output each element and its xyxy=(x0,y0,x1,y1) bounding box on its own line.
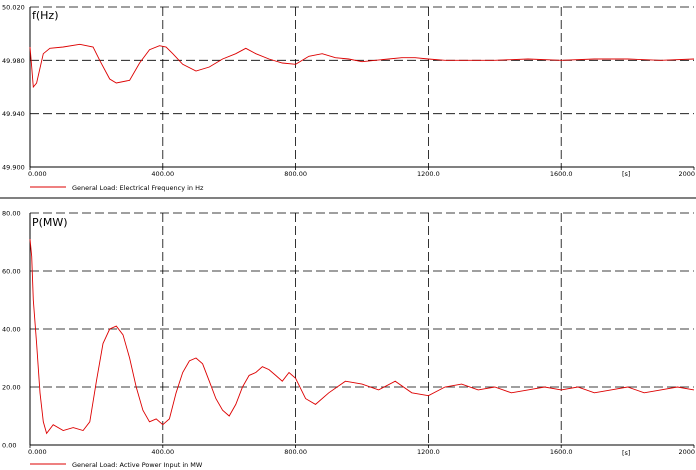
power-x-unit-label: [s] xyxy=(622,449,630,457)
power-x-tick-label: 1200.0 xyxy=(417,448,440,456)
frequency-y-tick-label: 50.020 xyxy=(2,4,25,12)
power-grid xyxy=(30,212,694,445)
power-x-tick-label: 1600.0 xyxy=(550,448,573,456)
frequency-y-tick-label: 49.980 xyxy=(2,57,25,65)
power-x-tick-label: 800.00 xyxy=(284,448,307,456)
power-y-tick-label: 80.00 xyxy=(2,210,21,218)
frequency-y-tick-label: 49.940 xyxy=(2,110,25,118)
frequency-y-ticks: 49.900 49.940 49.980 50.020 xyxy=(2,4,25,172)
power-x-ticks: 0.000 400.00 800.00 1200.0 1600.0 2000 xyxy=(28,445,695,456)
frequency-x-ticks: 0.000 400.00 800.00 1200.0 1600.0 2000 xyxy=(28,167,695,178)
frequency-x-tick-label: 2000 xyxy=(678,170,695,178)
power-x-tick-label: 400.00 xyxy=(151,448,174,456)
power-y-tick-label: 20.00 xyxy=(2,384,21,392)
frequency-series-line xyxy=(29,43,695,89)
frequency-grid xyxy=(30,6,694,167)
frequency-legend: General Load: Electrical Frequency in Hz xyxy=(30,184,204,192)
power-chart: 0.00 20.00 40.00 60.00 80.00 0.000 400.00 800.… xyxy=(2,210,695,470)
power-legend-label: General Load: Active Power Input in MW xyxy=(72,461,203,469)
power-y-ticks: 0.00 20.00 40.00 60.00 80.00 xyxy=(2,210,21,450)
frequency-legend-label: General Load: Electrical Frequency in Hz xyxy=(72,184,204,192)
power-y-tick-label: 0.00 xyxy=(2,442,16,450)
power-series-line xyxy=(29,239,695,435)
frequency-x-unit-label: [s] xyxy=(622,170,630,178)
frequency-x-tick-label: 0.000 xyxy=(28,170,47,178)
frequency-chart: 49.900 49.940 49.980 50.020 0.000 400.00 800.… xyxy=(2,4,695,193)
power-axis-label: P(MW) xyxy=(32,216,68,229)
frequency-y-tick-label: 49.900 xyxy=(2,164,25,172)
power-y-tick-label: 40.00 xyxy=(2,326,21,334)
power-x-tick-label: 0.000 xyxy=(28,448,47,456)
frequency-x-tick-label: 400.00 xyxy=(151,170,174,178)
power-y-tick-label: 60.00 xyxy=(2,268,21,276)
frequency-x-tick-label: 800.00 xyxy=(284,170,307,178)
power-x-tick-label: 2000 xyxy=(678,448,695,456)
frequency-axis-label: f(Hz) xyxy=(32,9,59,22)
frequency-x-tick-label: 1600.0 xyxy=(550,170,573,178)
power-legend: General Load: Active Power Input in MW xyxy=(30,461,203,469)
frequency-x-tick-label: 1200.0 xyxy=(417,170,440,178)
